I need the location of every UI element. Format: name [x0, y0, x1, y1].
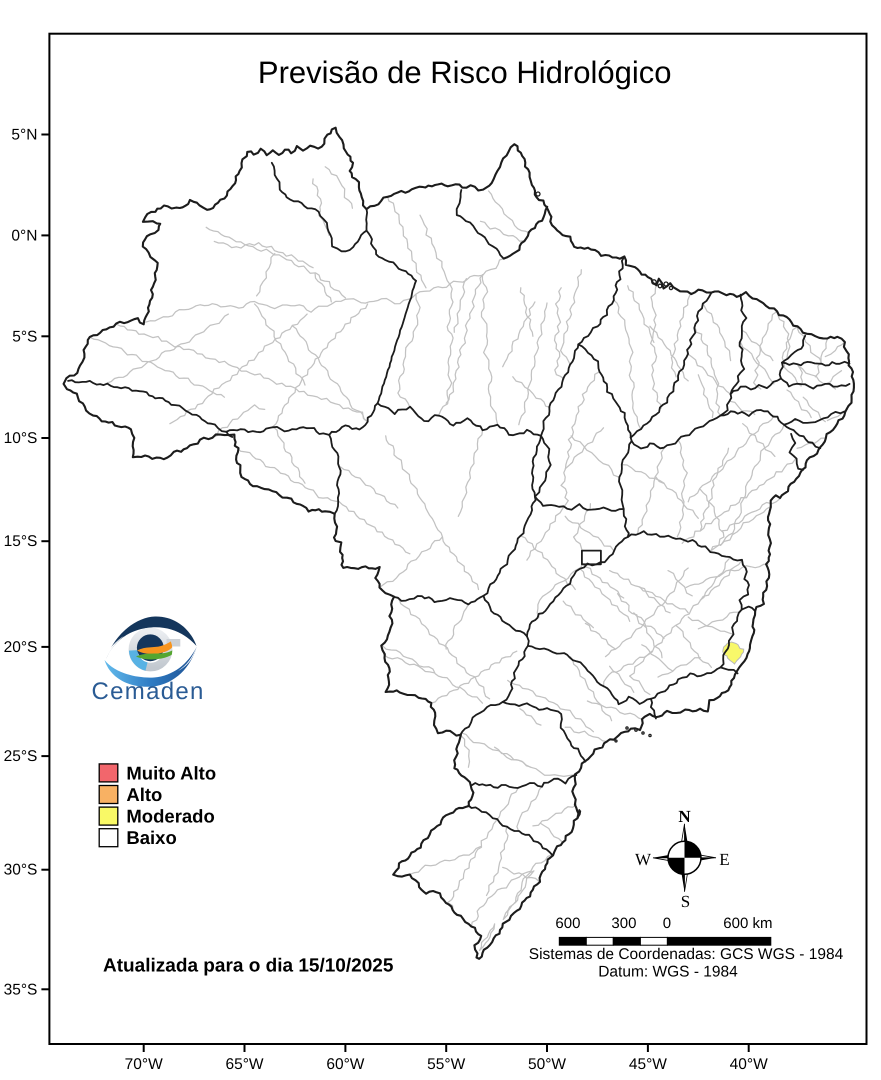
svg-text:N: N: [678, 807, 691, 826]
svg-text:40°W: 40°W: [730, 1056, 768, 1073]
svg-text:E: E: [719, 850, 729, 869]
svg-text:35°S: 35°S: [4, 981, 38, 998]
svg-text:Moderado: Moderado: [126, 806, 214, 827]
svg-text:20°S: 20°S: [4, 639, 38, 656]
svg-text:30°S: 30°S: [4, 862, 38, 879]
svg-text:45°W: 45°W: [629, 1056, 667, 1073]
svg-text:65°W: 65°W: [225, 1056, 263, 1073]
svg-text:Sistemas de Coordenadas: GCS W: Sistemas de Coordenadas: GCS WGS - 1984: [529, 946, 844, 963]
svg-text:55°W: 55°W: [427, 1056, 465, 1073]
svg-text:Atualizada para o dia 15/10/20: Atualizada para o dia 15/10/2025: [103, 956, 394, 977]
svg-text:Alto: Alto: [126, 784, 162, 805]
svg-text:0: 0: [663, 915, 671, 932]
svg-text:5°N: 5°N: [11, 127, 37, 144]
svg-text:600: 600: [555, 915, 580, 932]
svg-text:S: S: [681, 892, 690, 911]
svg-text:70°W: 70°W: [125, 1056, 163, 1073]
svg-text:600 km: 600 km: [723, 915, 772, 932]
svg-text:5°S: 5°S: [12, 328, 37, 345]
svg-text:Muito Alto: Muito Alto: [126, 762, 216, 783]
svg-text:300: 300: [611, 915, 636, 932]
svg-text:10°S: 10°S: [4, 430, 38, 447]
svg-text:0°N: 0°N: [11, 227, 37, 244]
svg-text:Cemaden: Cemaden: [92, 678, 205, 705]
svg-text:Datum: WGS - 1984: Datum: WGS - 1984: [598, 964, 738, 981]
svg-text:Baixo: Baixo: [126, 827, 176, 848]
svg-text:Previsão de Risco Hidrológico: Previsão de Risco Hidrológico: [258, 55, 672, 90]
svg-text:15°S: 15°S: [4, 533, 38, 550]
svg-text:W: W: [635, 850, 652, 869]
svg-text:50°W: 50°W: [528, 1056, 566, 1073]
svg-text:25°S: 25°S: [4, 748, 38, 765]
svg-text:60°W: 60°W: [326, 1056, 364, 1073]
